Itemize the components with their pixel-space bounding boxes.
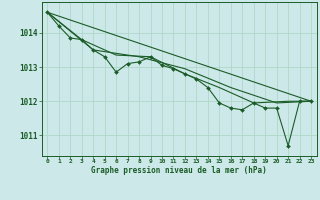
X-axis label: Graphe pression niveau de la mer (hPa): Graphe pression niveau de la mer (hPa)	[91, 166, 267, 175]
